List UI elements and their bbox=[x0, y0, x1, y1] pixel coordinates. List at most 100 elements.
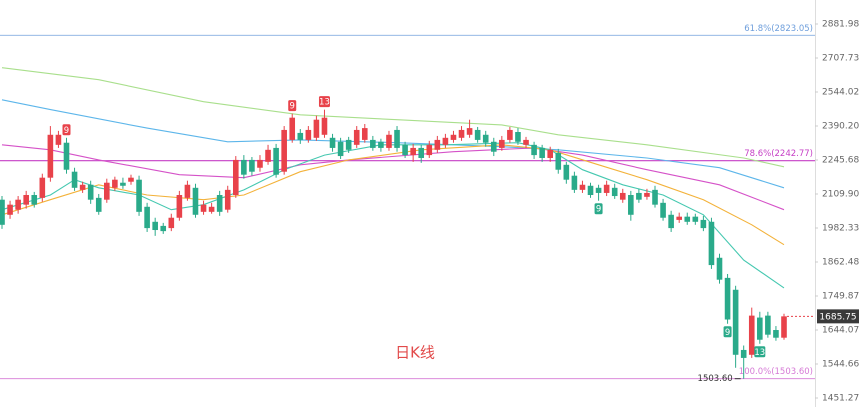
candle-body bbox=[289, 117, 296, 140]
candle-body bbox=[104, 182, 110, 200]
candle-body bbox=[781, 316, 787, 338]
candle-body bbox=[531, 144, 537, 156]
candle-body bbox=[474, 129, 481, 140]
candle-body bbox=[644, 192, 650, 197]
signal-badge bbox=[318, 96, 330, 108]
candle-body bbox=[765, 315, 771, 335]
moving-average bbox=[1, 144, 785, 246]
candle-body bbox=[224, 189, 231, 210]
candle-body bbox=[23, 195, 29, 205]
signal-label: 9 bbox=[596, 205, 601, 215]
y-tick-label: 1862.48 bbox=[822, 257, 859, 267]
fib-label: 100.0%(1503.60) bbox=[739, 367, 813, 377]
candle-body bbox=[394, 129, 400, 148]
candle-body bbox=[176, 195, 183, 218]
candle-body bbox=[619, 192, 626, 200]
signal-badge bbox=[754, 346, 766, 358]
signal-label: 9 bbox=[290, 102, 295, 112]
candle-body bbox=[724, 277, 731, 320]
candle-body bbox=[676, 216, 682, 220]
candle-body bbox=[273, 147, 279, 175]
y-tick-label: 1544.66 bbox=[822, 360, 859, 370]
signal-label: 9 bbox=[64, 126, 69, 136]
y-tick-label: 2390.20 bbox=[822, 121, 859, 131]
y-tick-label: 1644.07 bbox=[822, 325, 859, 335]
candle-body bbox=[152, 221, 158, 231]
signal-badge bbox=[594, 203, 603, 215]
candle-body bbox=[555, 152, 562, 170]
candle-body bbox=[442, 137, 449, 145]
candle-body bbox=[490, 141, 497, 152]
candle-body bbox=[79, 184, 86, 190]
candle-body bbox=[547, 149, 554, 158]
candle-body bbox=[47, 134, 54, 178]
fib-label: 61.8%(2823.05) bbox=[744, 24, 813, 34]
candle-body bbox=[305, 129, 312, 140]
candle-body bbox=[337, 141, 344, 157]
watermark: 日K线 bbox=[395, 344, 435, 362]
candle-body bbox=[716, 257, 723, 280]
moving-average bbox=[1, 67, 785, 168]
candle-body bbox=[378, 141, 384, 148]
candle-body bbox=[160, 225, 167, 232]
candle-body bbox=[523, 139, 529, 145]
y-tick-label: 1982.33 bbox=[822, 224, 859, 234]
candle-body bbox=[708, 221, 715, 266]
signal-label: 13 bbox=[319, 98, 330, 108]
candle-body bbox=[450, 134, 457, 140]
candle-body bbox=[15, 199, 21, 210]
candle-body bbox=[628, 195, 634, 215]
candle-body bbox=[507, 129, 513, 140]
candle-body bbox=[232, 159, 239, 196]
y-tick-label: 1749.87 bbox=[822, 291, 859, 301]
candle-body bbox=[361, 128, 368, 140]
candle-body bbox=[370, 139, 376, 148]
candle-body bbox=[321, 117, 328, 135]
candle-body bbox=[386, 134, 392, 148]
candle-body bbox=[692, 216, 699, 222]
candle-body bbox=[136, 179, 142, 212]
y-tick-label: 2109.90 bbox=[822, 190, 859, 200]
candle-body bbox=[482, 134, 489, 143]
candle-body bbox=[55, 134, 62, 145]
candle-body bbox=[265, 149, 271, 162]
candle-body bbox=[63, 142, 70, 170]
signal-label: 9 bbox=[725, 328, 730, 338]
candle-body bbox=[668, 214, 674, 229]
candle-body bbox=[112, 179, 118, 188]
candle-body bbox=[563, 164, 570, 180]
low-label: 1503.60 bbox=[698, 374, 733, 384]
candle-body bbox=[660, 202, 666, 218]
candle-body bbox=[297, 132, 304, 140]
candle-body bbox=[257, 159, 263, 168]
candle-body bbox=[120, 182, 126, 186]
candle-body bbox=[39, 177, 46, 198]
candle-body bbox=[71, 171, 78, 188]
candle-body bbox=[128, 177, 134, 182]
candle-body bbox=[208, 206, 215, 212]
candle-body bbox=[313, 119, 320, 138]
candle-body bbox=[192, 187, 199, 215]
candle-body bbox=[636, 192, 642, 200]
candle-body bbox=[345, 139, 352, 150]
y-tick-label: 2707.73 bbox=[822, 53, 859, 63]
candle-body bbox=[353, 129, 360, 145]
signal-label: 13 bbox=[754, 348, 765, 358]
candle-body bbox=[216, 195, 223, 212]
candle-body bbox=[773, 330, 779, 338]
candle-body bbox=[579, 184, 586, 190]
candle-body bbox=[603, 184, 610, 193]
candle-body bbox=[757, 317, 763, 340]
candle-body bbox=[168, 217, 175, 229]
candle-body bbox=[587, 185, 594, 196]
candle-body bbox=[144, 206, 150, 229]
candle-body bbox=[31, 195, 38, 205]
candle-body bbox=[740, 349, 747, 358]
candle-body bbox=[571, 175, 578, 190]
fib-label: 78.6%(2242.77) bbox=[744, 149, 813, 159]
candle-body bbox=[732, 289, 739, 355]
signal-badge bbox=[288, 100, 297, 112]
candle-body bbox=[95, 197, 102, 212]
signal-badge bbox=[62, 124, 71, 136]
candle-body bbox=[611, 187, 618, 197]
